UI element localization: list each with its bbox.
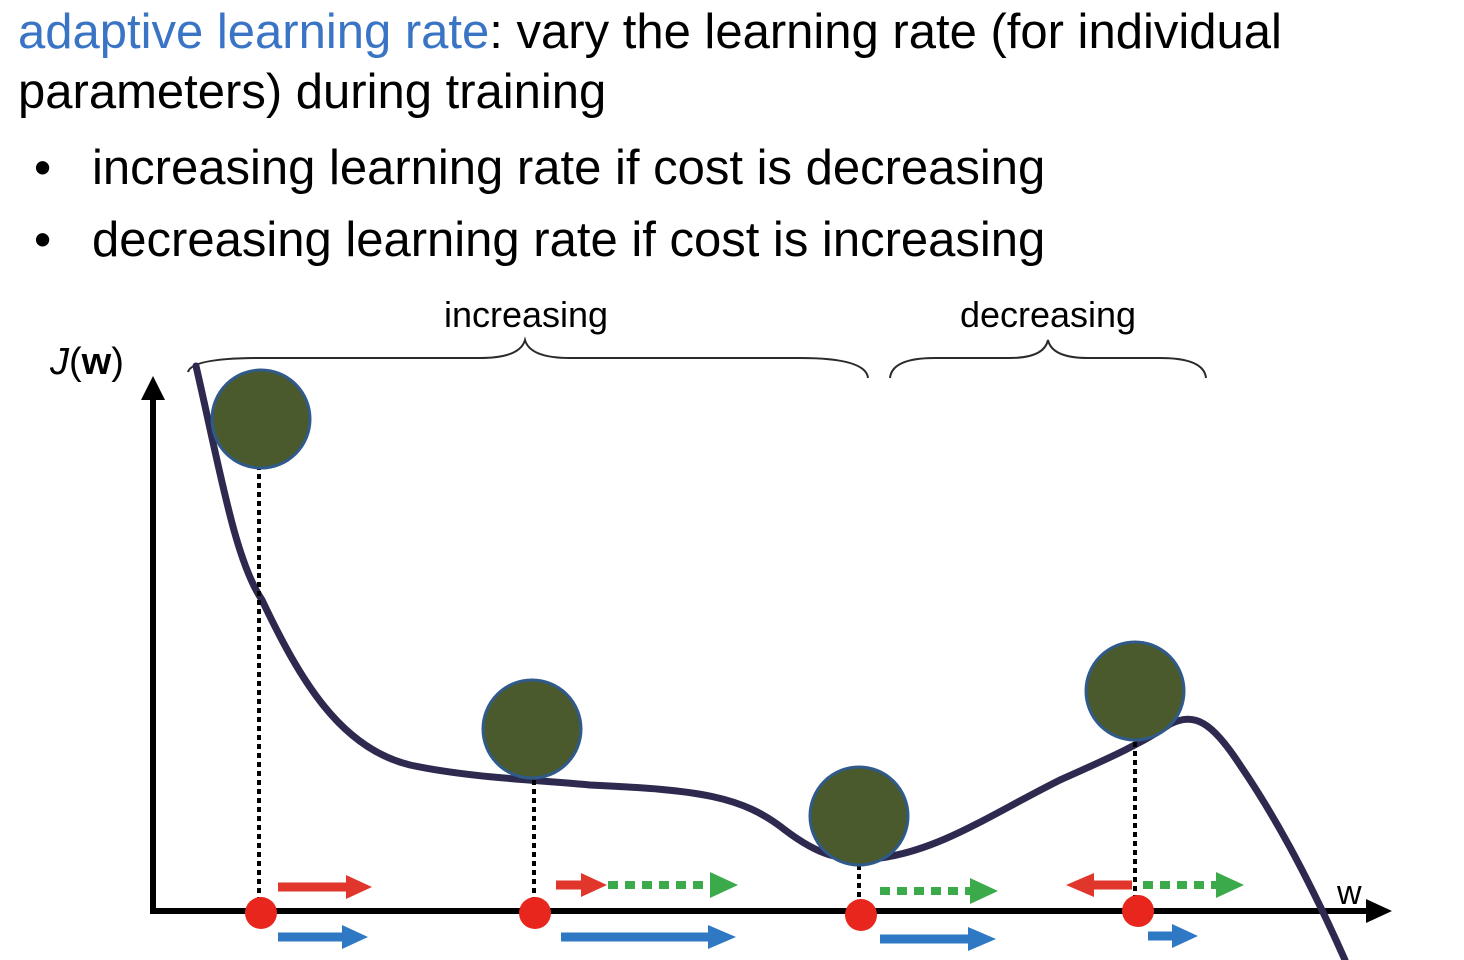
position-marker: [845, 899, 877, 931]
bullet-list: • increasing learning rate if cost is dec…: [34, 132, 1045, 276]
brace-label-decreasing: decreasing: [960, 294, 1136, 335]
bullet-text: decreasing learning rate if cost is incr…: [92, 213, 1046, 267]
brace-increasing: [187, 336, 869, 379]
ball: [808, 765, 910, 867]
bullet-text: increasing learning rate if cost is decr…: [92, 141, 1046, 195]
y-axis-label: J(w): [49, 341, 124, 383]
position-marker: [519, 897, 551, 929]
x-axis-arrowhead-icon: [1366, 899, 1392, 923]
bullet-item: • increasing learning rate if cost is dec…: [34, 132, 1045, 204]
gradient-step-arrow: [278, 875, 372, 899]
gradient-step-arrow: [1066, 873, 1132, 897]
x-axis-label: w: [1336, 874, 1362, 912]
learning-rate-arrow: [1148, 924, 1198, 948]
brace-decreasing: [889, 339, 1207, 379]
previous-step-arrow: [1143, 872, 1244, 898]
y-axis-arrowhead-icon: [141, 376, 165, 400]
ball: [481, 678, 583, 780]
ball: [210, 368, 312, 470]
slide-title: adaptive learning rate: vary the learnin…: [18, 2, 1448, 122]
bullet-dot-icon: •: [34, 213, 52, 267]
bullet-dot-icon: •: [34, 141, 52, 195]
previous-step-arrow: [880, 878, 998, 904]
ball: [1084, 640, 1186, 742]
gradient-step-arrow: [556, 873, 607, 897]
position-marker: [1122, 895, 1154, 927]
title-separator: :: [489, 5, 503, 59]
bullet-item: • decreasing learning rate if cost is inc…: [34, 204, 1045, 276]
previous-step-arrow: [608, 872, 738, 898]
brace-label-increasing: increasing: [444, 294, 608, 335]
learning-rate-arrow: [278, 925, 368, 949]
learning-rate-arrow: [880, 927, 996, 951]
position-marker: [245, 897, 277, 929]
title-term: adaptive learning rate: [18, 5, 490, 59]
cost-curve: [192, 362, 1349, 960]
title-definition: vary the learning rate (for individual p…: [18, 5, 1282, 119]
learning-rate-arrow: [561, 925, 736, 949]
